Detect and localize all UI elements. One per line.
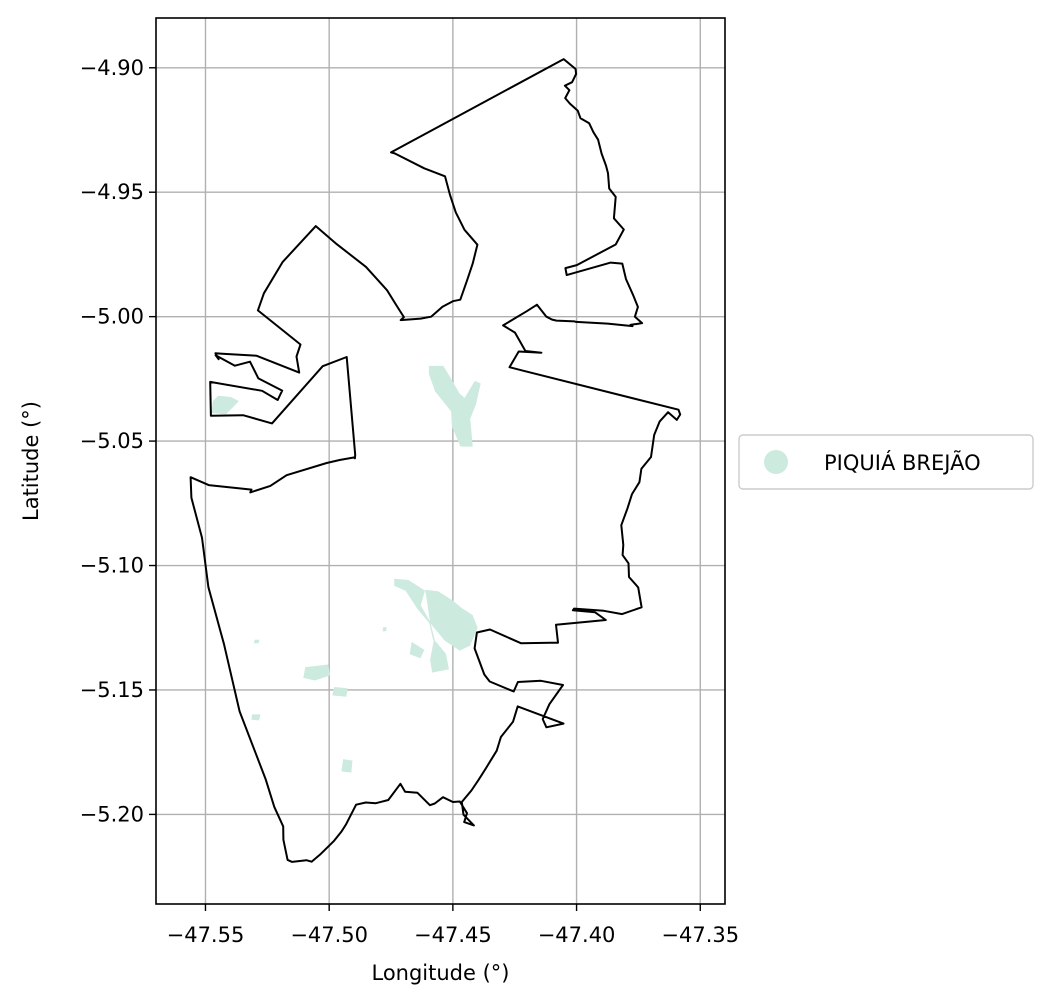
- piquia-brejao-area: [332, 686, 348, 697]
- y-tick-label: −5.20: [80, 802, 144, 826]
- y-tick-label: −5.10: [80, 554, 144, 578]
- gridlines: [156, 18, 725, 904]
- x-tick-label: −47.40: [538, 923, 616, 947]
- y-tick-label: −4.90: [80, 56, 144, 80]
- piquia-brejao-area: [394, 578, 449, 673]
- legend-box: [738, 434, 1034, 490]
- x-axis-label: Longitude (°): [371, 961, 509, 985]
- y-tick-label: −4.95: [80, 180, 144, 204]
- piquia-brejao-area: [425, 589, 478, 651]
- plot-frame: [155, 17, 726, 905]
- piquia-brejao-area: [251, 714, 261, 721]
- piquia-brejao-area: [382, 627, 387, 632]
- piquia-brejao-area: [303, 664, 331, 681]
- boundary-outline: [189, 58, 682, 863]
- legend: PIQUIÁ BREJÃO: [738, 434, 1034, 490]
- y-tick-label: −5.15: [80, 678, 144, 702]
- municipality-boundary: [189, 58, 682, 863]
- x-tick-label: −47.45: [414, 923, 492, 947]
- y-axis-label: Latitude (°): [19, 401, 43, 521]
- piquia-brejao-areas: [211, 365, 481, 773]
- piquia-brejao-area: [409, 641, 425, 659]
- x-tick-label: −47.50: [290, 923, 368, 947]
- piquia-brejao-area: [253, 639, 260, 644]
- piquia-brejao-area: [341, 759, 353, 773]
- piquia-brejao-area: [211, 395, 239, 415]
- y-tick-label: −5.05: [80, 429, 144, 453]
- y-tick-label: −5.00: [80, 305, 144, 329]
- x-tick-label: −47.35: [661, 923, 739, 947]
- x-tick-label: −47.55: [167, 923, 245, 947]
- legend-label-piquia-brejao: PIQUIÁ BREJÃO: [824, 449, 981, 475]
- piquia-brejao-area: [428, 365, 481, 447]
- legend-marker-piquia-brejao: [764, 450, 788, 474]
- axis-ticks: −47.55 −47.50 −47.45 −47.40 −47.35 −4.90 −4.95…: [80, 56, 739, 947]
